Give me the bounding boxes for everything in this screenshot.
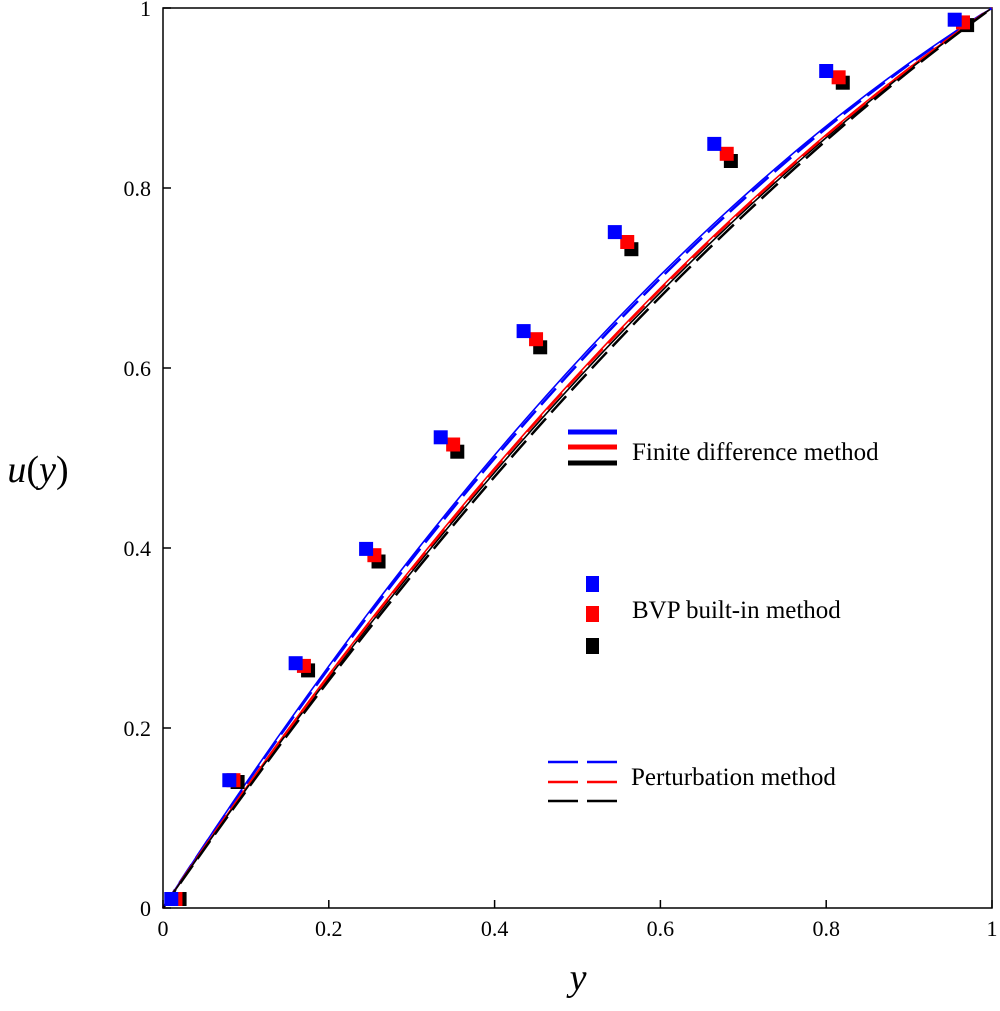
data-point-6-5 bbox=[516, 324, 531, 339]
y-tick-label: 0.4 bbox=[124, 536, 152, 561]
series-line-4 bbox=[161, 6, 993, 909]
legend-swatch-bvp-black bbox=[586, 638, 599, 654]
legend-swatch-bvp-blue bbox=[586, 576, 599, 592]
legend-label-bvp: BVP built-in method bbox=[632, 597, 841, 624]
y-tick-label: 1 bbox=[140, 0, 151, 21]
plot-frame bbox=[162, 7, 993, 909]
legend: Finite difference method BVP built-in me… bbox=[548, 429, 879, 803]
x-tick-label: 0 bbox=[158, 916, 169, 941]
x-tick-label: 0.2 bbox=[315, 916, 343, 941]
data-point-6-7 bbox=[707, 136, 722, 151]
data-point-7-5 bbox=[529, 332, 544, 347]
series-curves bbox=[161, 6, 993, 909]
data-point-7-4 bbox=[446, 437, 461, 452]
data-point-6-9 bbox=[947, 12, 962, 27]
legend-label-finite-difference: Finite difference method bbox=[632, 439, 879, 466]
legend-entry-bvp: BVP built-in method bbox=[586, 576, 841, 654]
series-markers bbox=[164, 12, 975, 906]
legend-label-perturbation: Perturbation method bbox=[631, 764, 836, 791]
x-axis-title: y bbox=[566, 957, 587, 999]
legend-swatch-bvp-red bbox=[586, 606, 599, 622]
series-line-5 bbox=[161, 6, 993, 909]
series-line-3 bbox=[161, 6, 993, 909]
y-tick-label: 0.2 bbox=[124, 716, 152, 741]
legend-entry-finite-difference: Finite difference method bbox=[568, 429, 879, 466]
y-tick-label: 0.6 bbox=[124, 356, 152, 381]
data-point-6-3 bbox=[359, 541, 374, 556]
x-tick-label: 0.4 bbox=[481, 916, 509, 941]
data-point-6-4 bbox=[433, 430, 448, 445]
y-axis-title: u(y) bbox=[7, 449, 68, 491]
series-line-2 bbox=[162, 7, 993, 909]
data-point-7-8 bbox=[831, 70, 846, 85]
x-tick-label: 0.8 bbox=[812, 916, 840, 941]
data-point-6-0 bbox=[164, 892, 179, 906]
legend-entry-perturbation: Perturbation method bbox=[548, 760, 836, 803]
axis-ticks: 0 0.2 0.4 0.6 0.8 1 0 0.2 0.4 0.6 0.8 1 bbox=[124, 0, 998, 941]
y-tick-label: 0 bbox=[140, 896, 151, 921]
data-point-6-8 bbox=[819, 64, 834, 78]
y-tick-label: 0.8 bbox=[124, 176, 152, 201]
data-point-6-1 bbox=[222, 773, 237, 788]
data-point-6-2 bbox=[288, 656, 303, 671]
x-tick-label: 1 bbox=[987, 916, 998, 941]
x-tick-label: 0.6 bbox=[647, 916, 675, 941]
data-point-7-7 bbox=[719, 146, 734, 161]
data-point-7-6 bbox=[620, 235, 635, 249]
data-point-6-6 bbox=[607, 225, 622, 240]
plot-border bbox=[162, 7, 993, 909]
